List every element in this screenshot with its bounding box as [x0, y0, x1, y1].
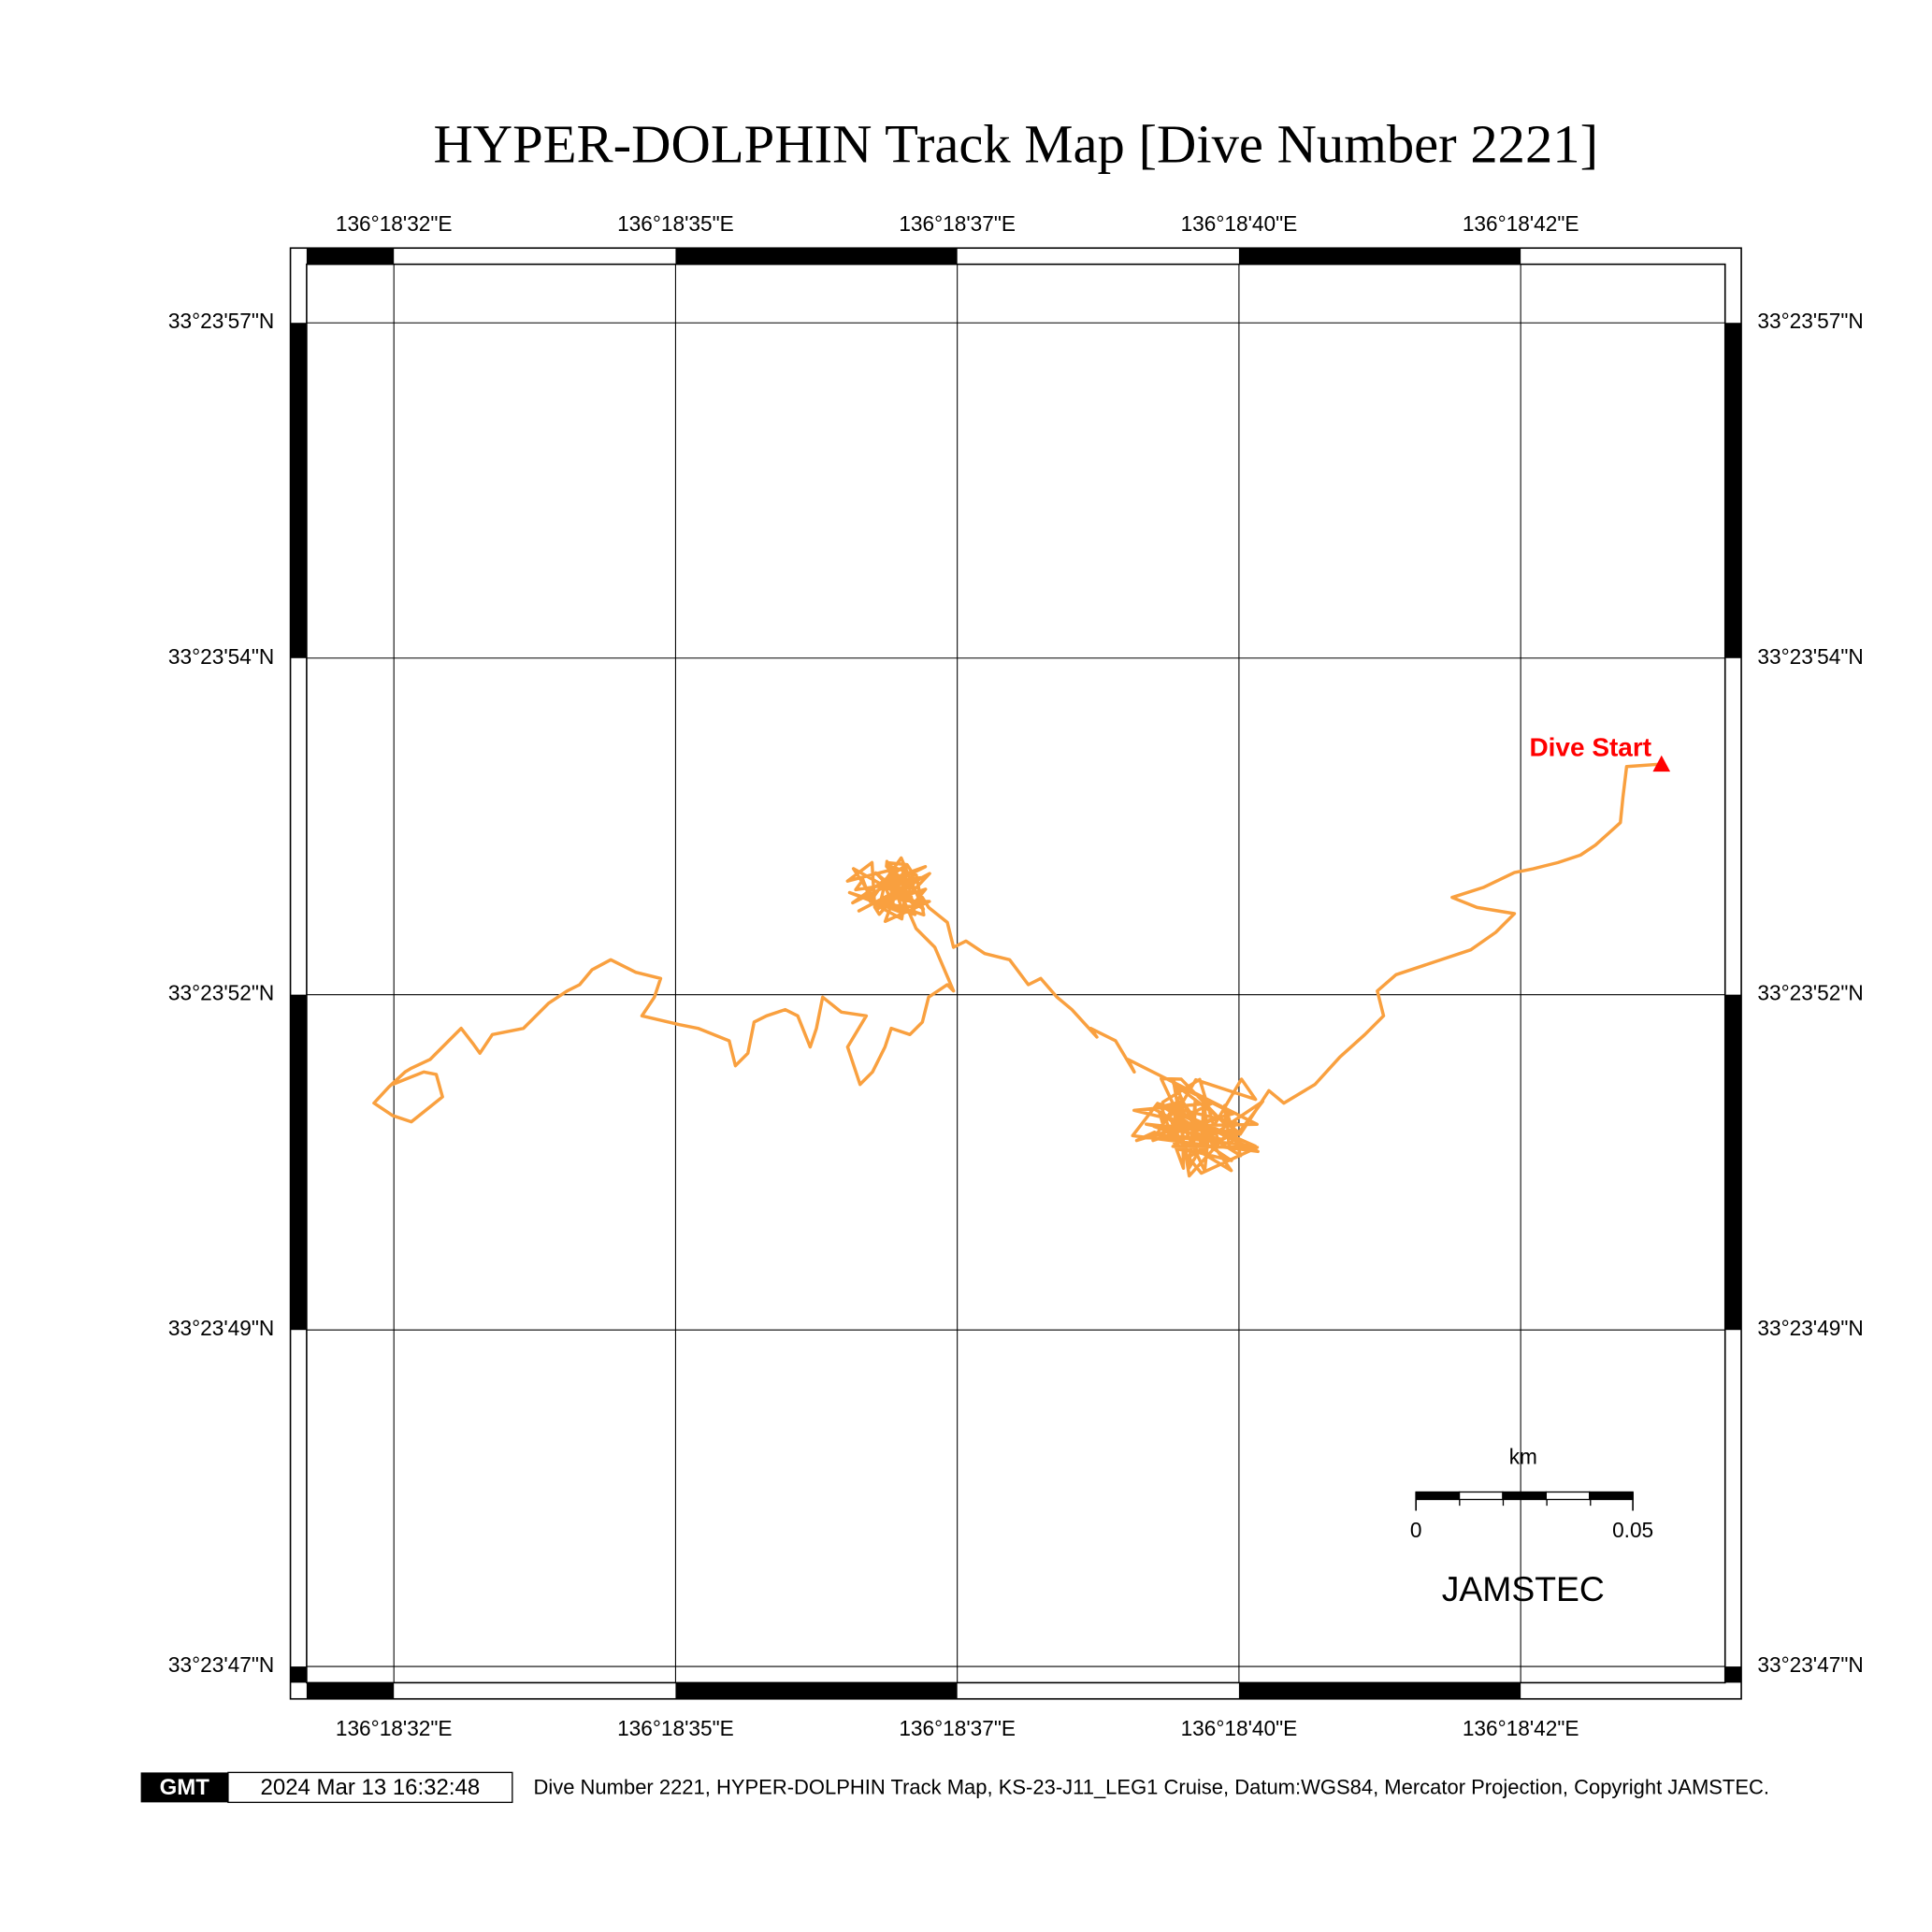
frame-band: [1724, 994, 1742, 1331]
frame-band: [1724, 1666, 1742, 1683]
lon-label: 136°18'35"E: [617, 211, 734, 236]
map-frame: [289, 247, 1742, 1700]
lat-label: 33°23'47"N: [168, 1652, 274, 1677]
lon-label: 136°18'32"E: [336, 1716, 453, 1740]
lon-label: 136°18'42"E: [1463, 1716, 1579, 1740]
timestamp-box: [227, 1771, 513, 1804]
scale-segment: [1589, 1491, 1634, 1501]
frame-band: [675, 1682, 958, 1699]
lat-label: 33°23'52"N: [1757, 981, 1863, 1005]
credit: JAMSTEC: [1442, 1569, 1605, 1608]
logo: GMT: [160, 1775, 210, 1800]
scale-segment: [1415, 1491, 1461, 1501]
lat-label: 33°23'54"N: [1757, 644, 1863, 669]
start-label: Dive Start: [1529, 732, 1651, 761]
frame-band: [306, 248, 395, 265]
lat-label: 33°23'49"N: [1757, 1316, 1863, 1340]
frame-band: [675, 248, 958, 265]
lon-label: 136°18'37"E: [899, 1716, 1016, 1740]
footer: GMT 2024 Mar 13 16:32:48 Dive Number 222…: [140, 1771, 1769, 1804]
frame-band: [290, 994, 307, 1331]
lat-label: 33°23'57"N: [1757, 309, 1863, 333]
scale-segment: [1458, 1491, 1504, 1501]
lat-label: 33°23'57"N: [168, 309, 274, 333]
scale-segment: [1502, 1491, 1547, 1501]
lon-label: 136°18'32"E: [336, 211, 453, 236]
lon-label: 136°18'40"E: [1181, 1716, 1298, 1740]
start-marker: [1652, 755, 1671, 772]
scale-start: 0: [1410, 1518, 1422, 1542]
track: [372, 762, 1662, 1178]
scale-bar: km 0 0.05 JAMSTEC: [1410, 1444, 1653, 1608]
title: HYPER-DOLPHIN Track Map [Dive Number 222…: [433, 113, 1598, 174]
lat-label: 33°23'54"N: [168, 644, 274, 669]
frame-band: [290, 1666, 307, 1683]
frame-band: [290, 323, 307, 658]
lat-label: 33°23'52"N: [168, 981, 274, 1005]
frame-band: [306, 1682, 395, 1699]
lon-label: 136°18'37"E: [899, 211, 1016, 236]
tick-labels: 136°18'32"E 136°18'32"E 136°18'35"E 136°18'…: [168, 211, 1864, 1740]
logo-box: [140, 1772, 228, 1803]
scale-segment: [1545, 1491, 1591, 1501]
lon-label: 136°18'40"E: [1181, 211, 1298, 236]
scale-end: 0.05: [1612, 1518, 1653, 1542]
graticule: [306, 264, 1725, 1683]
caption: Dive Number 2221, HYPER-DOLPHIN Track Ma…: [533, 1776, 1769, 1799]
lat-label: 33°23'49"N: [168, 1316, 274, 1340]
inner-frame: [306, 263, 1726, 1684]
lon-label: 136°18'42"E: [1463, 211, 1579, 236]
timestamp: 2024 Mar 13 16:32:48: [261, 1775, 481, 1800]
lon-label: 136°18'35"E: [617, 1716, 734, 1740]
frame-band: [1238, 1682, 1521, 1699]
lat-label: 33°23'47"N: [1757, 1652, 1863, 1677]
frame-band: [1724, 323, 1742, 658]
outer-frame: [289, 247, 1742, 1700]
scale-unit: km: [1509, 1444, 1537, 1468]
frame-band: [1238, 248, 1521, 265]
